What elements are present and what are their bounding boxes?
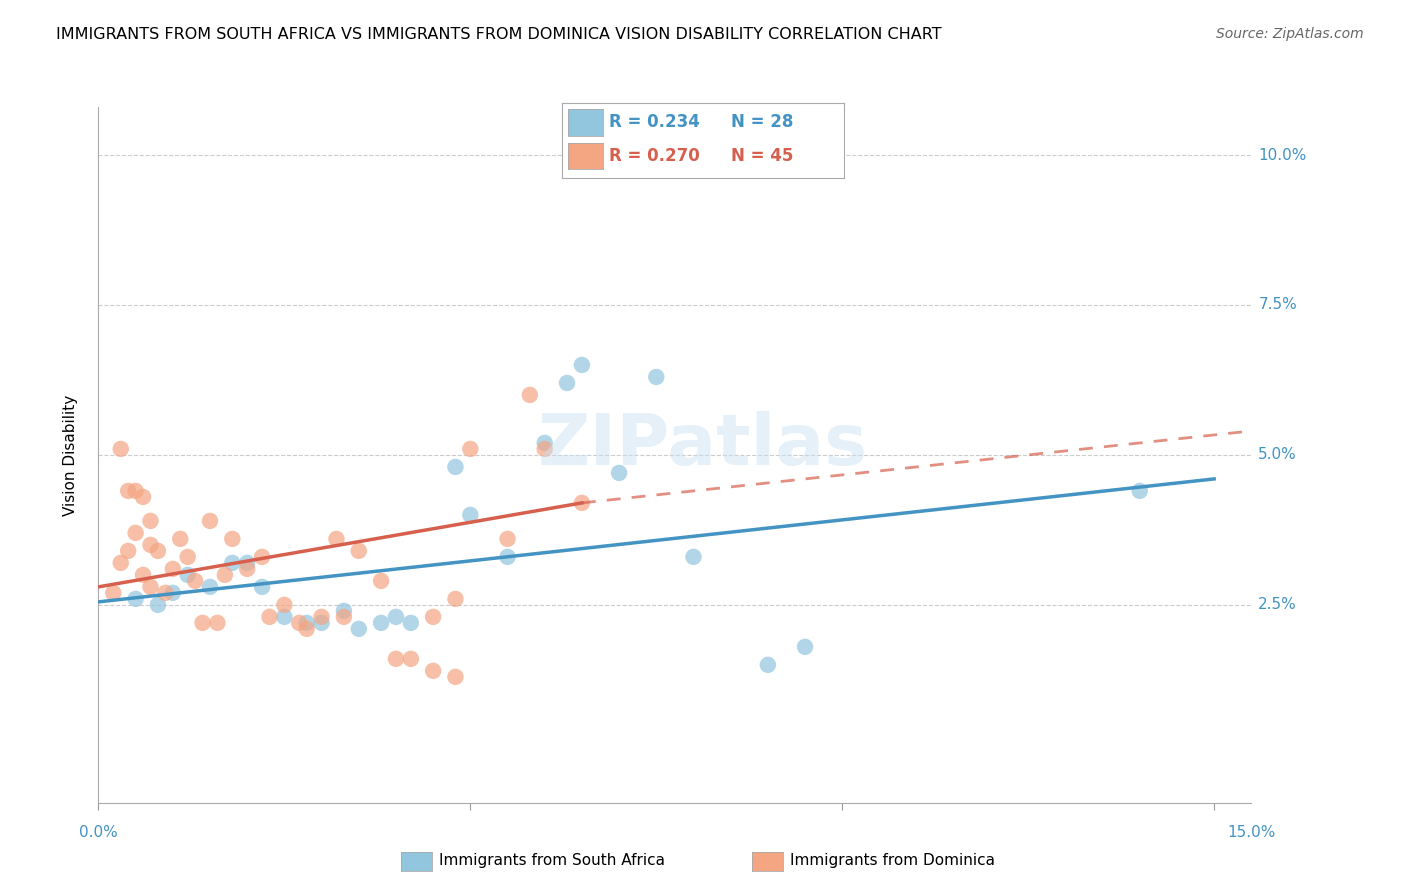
Point xyxy=(399,652,422,666)
Text: 5.0%: 5.0% xyxy=(1258,448,1298,462)
Point xyxy=(295,615,318,630)
Point xyxy=(207,615,229,630)
Point xyxy=(110,442,132,456)
Point xyxy=(288,615,311,630)
Point xyxy=(198,514,221,528)
Point xyxy=(756,657,779,672)
Point xyxy=(460,508,482,522)
Point xyxy=(496,532,519,546)
Point xyxy=(571,496,593,510)
Point xyxy=(607,466,630,480)
Point xyxy=(214,567,236,582)
Point xyxy=(124,525,146,540)
Point xyxy=(460,442,482,456)
Point xyxy=(191,615,214,630)
Text: 2.5%: 2.5% xyxy=(1258,598,1298,613)
Point xyxy=(124,591,146,606)
Text: Immigrants from Dominica: Immigrants from Dominica xyxy=(790,854,995,868)
Point xyxy=(519,388,541,402)
Text: 15.0%: 15.0% xyxy=(1227,825,1275,840)
Point xyxy=(221,556,243,570)
Point xyxy=(444,591,467,606)
Text: 10.0%: 10.0% xyxy=(1258,147,1306,162)
Point xyxy=(132,567,155,582)
Point xyxy=(422,664,444,678)
Point xyxy=(422,610,444,624)
Point xyxy=(103,586,125,600)
Point xyxy=(794,640,817,654)
Point xyxy=(198,580,221,594)
Point xyxy=(221,532,243,546)
Point xyxy=(124,483,146,498)
Point xyxy=(169,532,191,546)
Point xyxy=(110,556,132,570)
Point xyxy=(444,670,467,684)
Point xyxy=(146,598,169,612)
Text: R = 0.270: R = 0.270 xyxy=(609,147,700,165)
Point xyxy=(347,544,370,558)
Point xyxy=(385,652,408,666)
Point xyxy=(496,549,519,564)
Text: ZIPatlas: ZIPatlas xyxy=(538,411,868,481)
Point xyxy=(325,532,347,546)
Point xyxy=(176,567,198,582)
Point xyxy=(370,615,392,630)
Point xyxy=(533,442,555,456)
Point xyxy=(236,556,259,570)
Text: Immigrants from South Africa: Immigrants from South Africa xyxy=(439,854,665,868)
Point xyxy=(236,562,259,576)
Y-axis label: Vision Disability: Vision Disability xyxy=(63,394,77,516)
Point xyxy=(555,376,578,390)
Point xyxy=(347,622,370,636)
Point xyxy=(259,610,281,624)
Point xyxy=(139,538,162,552)
Text: 0.0%: 0.0% xyxy=(79,825,118,840)
Point xyxy=(571,358,593,372)
Point xyxy=(139,580,162,594)
Text: R = 0.234: R = 0.234 xyxy=(609,113,700,131)
Point xyxy=(533,436,555,450)
Text: N = 28: N = 28 xyxy=(731,113,793,131)
Point xyxy=(333,604,356,618)
Point xyxy=(155,586,177,600)
Point xyxy=(333,610,356,624)
Point xyxy=(117,483,139,498)
Point xyxy=(162,562,184,576)
Point xyxy=(682,549,704,564)
Point xyxy=(444,459,467,474)
Point xyxy=(295,622,318,636)
Text: Source: ZipAtlas.com: Source: ZipAtlas.com xyxy=(1216,27,1364,41)
Point xyxy=(273,598,295,612)
Point xyxy=(311,610,333,624)
Point xyxy=(385,610,408,624)
Point xyxy=(162,586,184,600)
Point xyxy=(370,574,392,588)
Point xyxy=(273,610,295,624)
Point xyxy=(117,544,139,558)
Point xyxy=(139,514,162,528)
Text: 7.5%: 7.5% xyxy=(1258,297,1298,312)
Text: IMMIGRANTS FROM SOUTH AFRICA VS IMMIGRANTS FROM DOMINICA VISION DISABILITY CORRE: IMMIGRANTS FROM SOUTH AFRICA VS IMMIGRAN… xyxy=(56,27,942,42)
Point xyxy=(645,370,668,384)
Point xyxy=(311,615,333,630)
Point xyxy=(176,549,198,564)
Point xyxy=(184,574,207,588)
Text: N = 45: N = 45 xyxy=(731,147,793,165)
Point xyxy=(399,615,422,630)
Point xyxy=(132,490,155,504)
Point xyxy=(250,549,273,564)
Point xyxy=(250,580,273,594)
Point xyxy=(1129,483,1152,498)
Point xyxy=(146,544,169,558)
